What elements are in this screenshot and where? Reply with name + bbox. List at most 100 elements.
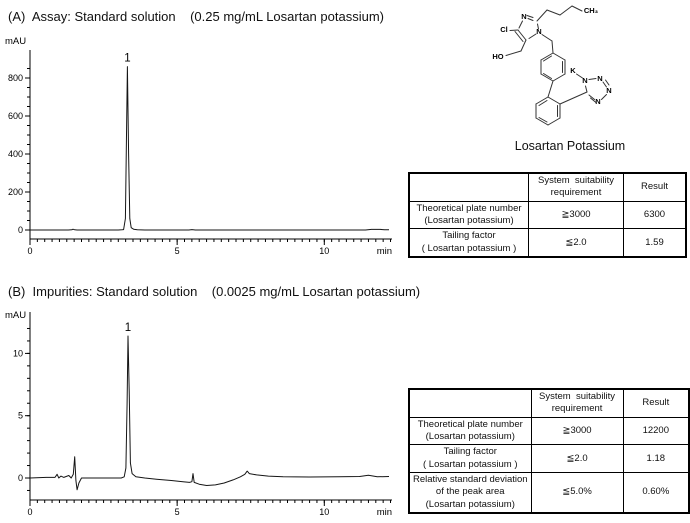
bond bbox=[559, 91, 588, 105]
peak-label: 1 bbox=[125, 322, 131, 334]
bond bbox=[601, 94, 607, 100]
y-tick-label: 400 bbox=[8, 149, 23, 159]
bond bbox=[590, 97, 597, 103]
bond bbox=[537, 23, 539, 30]
header-cell bbox=[408, 172, 529, 202]
table-header-row: System suitability requirement Result bbox=[408, 388, 690, 418]
atom-label: HO bbox=[492, 52, 503, 61]
cell: ≧3000 bbox=[530, 416, 624, 446]
bond bbox=[518, 20, 523, 29]
bond bbox=[547, 80, 554, 98]
bond bbox=[536, 9, 548, 22]
atom-label: Cl bbox=[500, 25, 508, 34]
bond bbox=[552, 52, 566, 61]
bond bbox=[538, 117, 548, 123]
y-tick-label: 10 bbox=[13, 348, 23, 358]
bond bbox=[538, 100, 548, 106]
chromatogram-b-plot: 0 5 10 min 0 5 10 mAU 1 bbox=[5, 310, 392, 518]
x-tick-label: 10 bbox=[319, 507, 329, 517]
bond bbox=[588, 94, 595, 100]
atom-label: K bbox=[570, 66, 576, 75]
x-tick-label: 5 bbox=[175, 507, 180, 517]
peak-label: 1 bbox=[124, 53, 130, 65]
y-tick-label: 5 bbox=[18, 411, 23, 421]
signal-trace bbox=[30, 66, 389, 231]
atom-label: N bbox=[597, 74, 602, 83]
bond bbox=[535, 96, 549, 105]
cell: ≦5.0% bbox=[530, 472, 624, 514]
bond bbox=[543, 55, 552, 62]
table-row: Theoretical plate number (Losartan potas… bbox=[408, 200, 687, 230]
bond bbox=[571, 5, 583, 12]
bond bbox=[541, 34, 553, 42]
header-cell: Result bbox=[622, 388, 690, 418]
x-tick-label: 5 bbox=[175, 246, 180, 256]
bond bbox=[526, 15, 534, 18]
x-tick-label: 0 bbox=[27, 246, 32, 256]
structure-caption: Losartan Potassium bbox=[514, 139, 626, 153]
chromatogram-a-plot: 0 5 10 min 0 200 400 600 800 mAU 1 bbox=[5, 36, 392, 257]
x-axis-unit-label: min bbox=[377, 507, 392, 518]
header-cell: System suitability requirement bbox=[528, 172, 624, 202]
header-cell: System suitability requirement bbox=[530, 388, 624, 418]
cell: 1.18 bbox=[622, 444, 690, 474]
table-row: Relative standard deviation of the peak … bbox=[408, 472, 690, 514]
cell: Tailing factor ( Losartan potassium ) bbox=[408, 444, 532, 474]
atom-label: CH₃ bbox=[584, 6, 599, 15]
x-tick-label: 0 bbox=[27, 507, 32, 517]
table-row: Theoretical plate number (Losartan potas… bbox=[408, 416, 690, 446]
cell: Theoretical plate number (Losartan potas… bbox=[408, 416, 532, 446]
table-row: Tailing factor ( Losartan potassium ) ≦2.… bbox=[408, 228, 687, 258]
bond bbox=[552, 73, 566, 82]
y-tick-label: 800 bbox=[8, 73, 23, 83]
bond bbox=[527, 18, 534, 21]
cell: Theoretical plate number (Losartan potas… bbox=[408, 200, 529, 230]
panel-b-heading: (B) Impurities: Standard solution (0.002… bbox=[8, 284, 421, 299]
x-tick-label: 10 bbox=[319, 246, 329, 256]
bond bbox=[546, 9, 561, 16]
bond bbox=[520, 39, 527, 52]
header-cell bbox=[408, 388, 532, 418]
atom-label: N bbox=[536, 27, 541, 36]
bond bbox=[509, 29, 519, 31]
cell: ≧3000 bbox=[528, 200, 624, 230]
table-header-row: System suitability requirement Result bbox=[408, 172, 687, 202]
cell: 0.60% bbox=[622, 472, 690, 514]
cell: Tailing factor ( Losartan potassium ) bbox=[408, 228, 529, 258]
signal-trace bbox=[29, 335, 390, 491]
structure-bonds bbox=[505, 5, 610, 126]
cell: ≦2.0 bbox=[530, 444, 624, 474]
y-tick-label: 600 bbox=[8, 111, 23, 121]
system-suitability-table-b: System suitability requirement Result Theo… bbox=[408, 388, 690, 515]
bond bbox=[605, 79, 610, 86]
bond bbox=[551, 40, 554, 54]
bond bbox=[576, 73, 583, 79]
y-tick-label: 0 bbox=[18, 473, 23, 483]
bond bbox=[505, 50, 522, 56]
y-axis-unit-label: mAU bbox=[5, 310, 26, 321]
x-axis-unit-label: min bbox=[377, 246, 392, 257]
y-axis-unit-label: mAU bbox=[5, 36, 26, 47]
bond bbox=[588, 78, 597, 80]
y-tick-label: 0 bbox=[18, 225, 23, 235]
header-cell: Result bbox=[623, 172, 687, 202]
bond bbox=[547, 117, 561, 126]
bond bbox=[517, 29, 527, 41]
cell: 6300 bbox=[623, 200, 687, 230]
atom-label: N bbox=[521, 12, 526, 21]
bond bbox=[528, 33, 537, 39]
bond bbox=[540, 52, 554, 61]
bond bbox=[602, 81, 607, 88]
bond bbox=[585, 85, 588, 93]
cell: 12200 bbox=[622, 416, 690, 446]
cell: Relative standard deviation of the peak … bbox=[408, 472, 532, 514]
atom-label: N bbox=[595, 97, 600, 106]
cell: 1.59 bbox=[623, 228, 687, 258]
bond bbox=[540, 73, 554, 82]
y-tick-label: 200 bbox=[8, 187, 23, 197]
bond bbox=[547, 96, 561, 105]
bond bbox=[559, 5, 573, 16]
